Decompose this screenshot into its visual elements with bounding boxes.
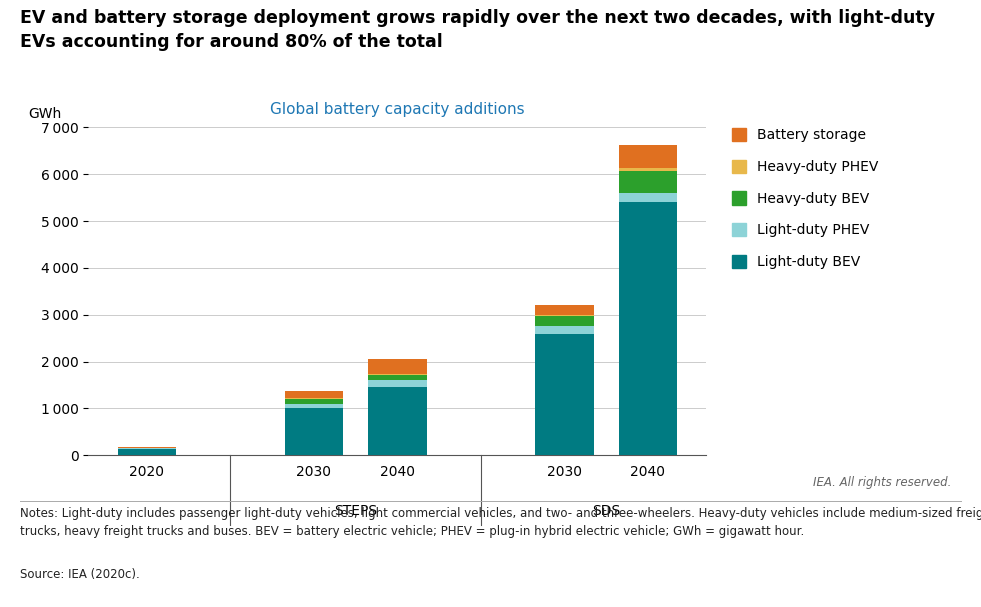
Bar <box>368 359 427 374</box>
Bar <box>118 449 176 455</box>
Bar <box>368 387 427 455</box>
Bar <box>535 333 594 455</box>
Bar <box>284 404 343 409</box>
Bar <box>368 374 427 375</box>
Text: Notes: Light-duty includes passenger light-duty vehicles, light commercial vehic: Notes: Light-duty includes passenger lig… <box>20 507 981 520</box>
Bar <box>284 398 343 399</box>
Bar <box>535 316 594 327</box>
Bar <box>284 409 343 455</box>
Bar <box>535 315 594 316</box>
Bar <box>619 168 677 171</box>
Bar <box>368 381 427 387</box>
Title: Global battery capacity additions: Global battery capacity additions <box>270 101 525 117</box>
Bar <box>619 193 677 202</box>
Legend: Battery storage, Heavy-duty PHEV, Heavy-duty BEV, Light-duty PHEV, Light-duty BE: Battery storage, Heavy-duty PHEV, Heavy-… <box>732 128 878 270</box>
Y-axis label: GWh: GWh <box>28 107 62 121</box>
Bar <box>535 305 594 315</box>
Text: Source: IEA (2020c).: Source: IEA (2020c). <box>20 568 139 580</box>
Bar <box>619 171 677 193</box>
Bar <box>284 399 343 404</box>
Text: EV and battery storage deployment grows rapidly over the next two decades, with : EV and battery storage deployment grows … <box>20 9 935 51</box>
Bar <box>284 391 343 398</box>
Bar <box>535 327 594 333</box>
Bar <box>619 145 677 168</box>
Bar <box>118 448 176 449</box>
Bar <box>368 375 427 381</box>
Bar <box>619 202 677 455</box>
Text: trucks, heavy freight trucks and buses. BEV = battery electric vehicle; PHEV = p: trucks, heavy freight trucks and buses. … <box>20 525 803 538</box>
Text: SDS: SDS <box>592 504 620 518</box>
Text: IEA. All rights reserved.: IEA. All rights reserved. <box>813 476 952 489</box>
Text: STEPS: STEPS <box>334 504 377 518</box>
